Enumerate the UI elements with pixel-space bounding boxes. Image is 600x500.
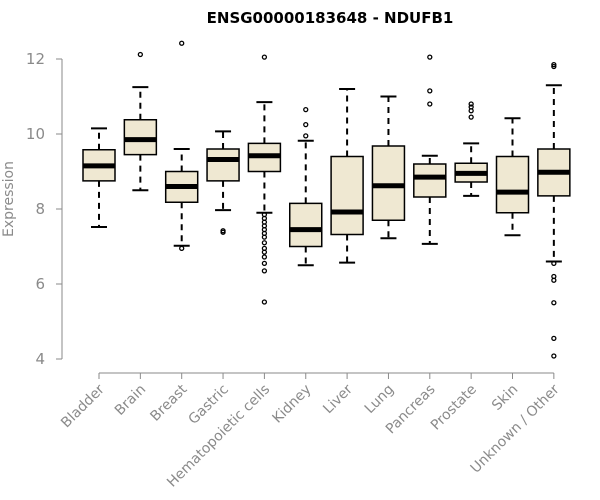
outlier-point: [468, 108, 474, 114]
outlier-point: [179, 245, 185, 252]
outlier-point: [427, 54, 433, 60]
outlier-point: [261, 260, 268, 267]
outlier-point: [551, 300, 557, 306]
outlier-point: [551, 277, 557, 283]
x-tick-label: Brain: [112, 382, 149, 419]
box-group-prostate: [454, 101, 488, 197]
outlier-point: [303, 121, 309, 128]
outlier-point: [551, 260, 557, 267]
box-group-skin: [495, 117, 530, 237]
plot-area: [82, 40, 571, 359]
box-group-bladder: [82, 127, 116, 228]
y-tick-label: 8: [35, 200, 45, 218]
box-group-breast: [164, 40, 199, 252]
chart-title: ENSG00000183648 - NDUFB1: [207, 9, 454, 27]
box-group-kidney: [289, 106, 323, 267]
x-tick-label: Bladder: [58, 381, 108, 431]
y-axis-label: Expression: [1, 161, 17, 237]
outlier-point: [179, 40, 185, 46]
outlier-point: [551, 353, 557, 359]
box-iqr: [206, 148, 240, 182]
x-tick-label: Liver: [320, 381, 356, 417]
x-tick-label: Skin: [489, 382, 521, 414]
outlier-point: [427, 101, 433, 107]
outlier-point: [303, 106, 309, 113]
box-group-brain: [123, 51, 158, 192]
outlier-point: [551, 335, 557, 342]
outlier-point: [137, 51, 144, 58]
y-tick-label: 4: [35, 350, 45, 368]
x-tick-label: Breast: [147, 381, 191, 425]
outlier-point: [261, 234, 268, 240]
box-group-gastric: [206, 130, 240, 235]
box-group-lung: [371, 95, 406, 240]
outlier-point: [468, 114, 474, 120]
y-tick-label: 6: [35, 275, 45, 293]
outlier-point: [468, 101, 474, 107]
box-group-pancreas: [413, 54, 447, 245]
box-group-unknown-other: [537, 61, 571, 359]
outlier-point: [427, 88, 433, 94]
y-axis: 4 6 8 10 12: [26, 50, 63, 368]
box-iqr: [289, 202, 323, 248]
outlier-point: [303, 133, 309, 139]
y-tick-label: 12: [26, 50, 45, 68]
box-iqr: [413, 163, 447, 198]
outlier-point: [261, 249, 268, 255]
x-tick-label: Lung: [362, 382, 397, 417]
outlier-point: [261, 254, 268, 260]
outlier-point: [261, 268, 268, 274]
outlier-point: [261, 54, 268, 60]
y-tick-label: 10: [26, 125, 45, 143]
outlier-point: [261, 299, 268, 305]
outlier-point: [220, 229, 226, 235]
box-iqr: [495, 155, 530, 214]
x-tick-label: Kidney: [270, 382, 315, 427]
x-tick-label: Prostate: [428, 382, 480, 434]
box-group-hematopoietic-cells: [247, 54, 282, 305]
box-group-liver: [330, 88, 364, 264]
outlier-point: [551, 61, 557, 68]
outlier-point: [551, 63, 557, 70]
outlier-point: [261, 240, 268, 246]
box-iqr: [371, 145, 406, 221]
box-iqr: [330, 155, 364, 236]
